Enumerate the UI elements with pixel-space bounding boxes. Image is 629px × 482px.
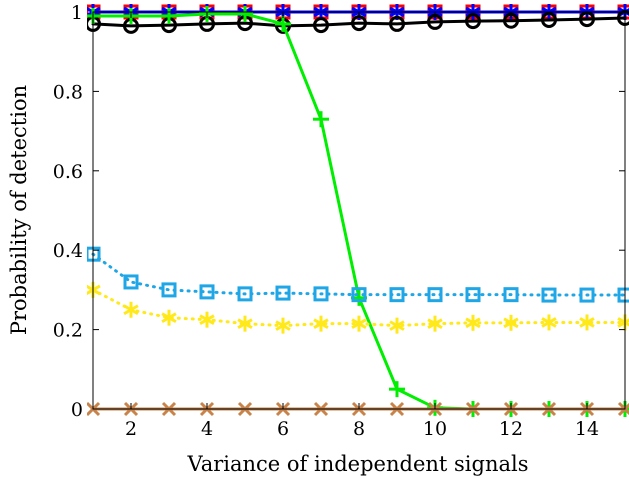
x-tick-label: 10	[423, 418, 447, 440]
y-tick-label: 0	[71, 399, 83, 421]
data-point	[541, 287, 557, 303]
x-tick-label: 14	[575, 418, 599, 440]
data-point	[237, 5, 253, 22]
data-point	[465, 314, 481, 331]
plot-area	[87, 4, 629, 417]
data-point	[275, 15, 291, 32]
data-point	[541, 11, 557, 28]
series-line-4	[91, 252, 627, 297]
data-point	[503, 287, 519, 303]
data-point	[313, 17, 329, 34]
x-tick-label: 6	[277, 418, 289, 440]
x-tick-label: 8	[353, 418, 365, 440]
data-point	[123, 274, 139, 290]
data-point	[313, 315, 329, 332]
data-point	[351, 315, 367, 332]
data-point	[503, 314, 519, 331]
data-point	[351, 287, 367, 303]
data-point	[465, 287, 481, 303]
data-point	[237, 315, 253, 332]
data-point	[275, 285, 291, 301]
data-point	[389, 381, 405, 398]
x-axis-label: Variance of independent signals	[186, 452, 528, 476]
data-point	[275, 317, 291, 334]
data-point	[389, 15, 405, 32]
data-point	[313, 111, 329, 128]
series-line-2	[91, 16, 627, 28]
data-point	[579, 314, 595, 331]
x-tick-label: 12	[499, 418, 523, 440]
data-point	[161, 282, 177, 298]
data-point	[389, 317, 405, 334]
data-point	[237, 286, 253, 302]
y-tick-label: 0.4	[53, 240, 83, 262]
y-tick-label: 0.8	[53, 81, 83, 103]
data-point	[427, 315, 443, 332]
data-point	[579, 287, 595, 303]
y-tick-label: 0.2	[53, 320, 83, 342]
axes-frame	[92, 11, 626, 410]
data-point	[465, 13, 481, 30]
data-point	[389, 287, 405, 303]
data-point	[541, 314, 557, 331]
series-line-3	[91, 12, 627, 411]
data-point	[161, 309, 177, 326]
data-point	[313, 286, 329, 302]
data-point	[199, 311, 215, 328]
data-point	[161, 7, 177, 24]
x-tick-label: 2	[125, 418, 137, 440]
y-tick-label: 1	[71, 2, 83, 24]
y-tick-label: 0.6	[53, 161, 83, 183]
x-tick-label: 4	[201, 418, 213, 440]
data-point	[199, 284, 215, 300]
y-axis-label: Probability of detection	[7, 85, 31, 335]
data-point	[123, 301, 139, 318]
data-point	[427, 287, 443, 303]
